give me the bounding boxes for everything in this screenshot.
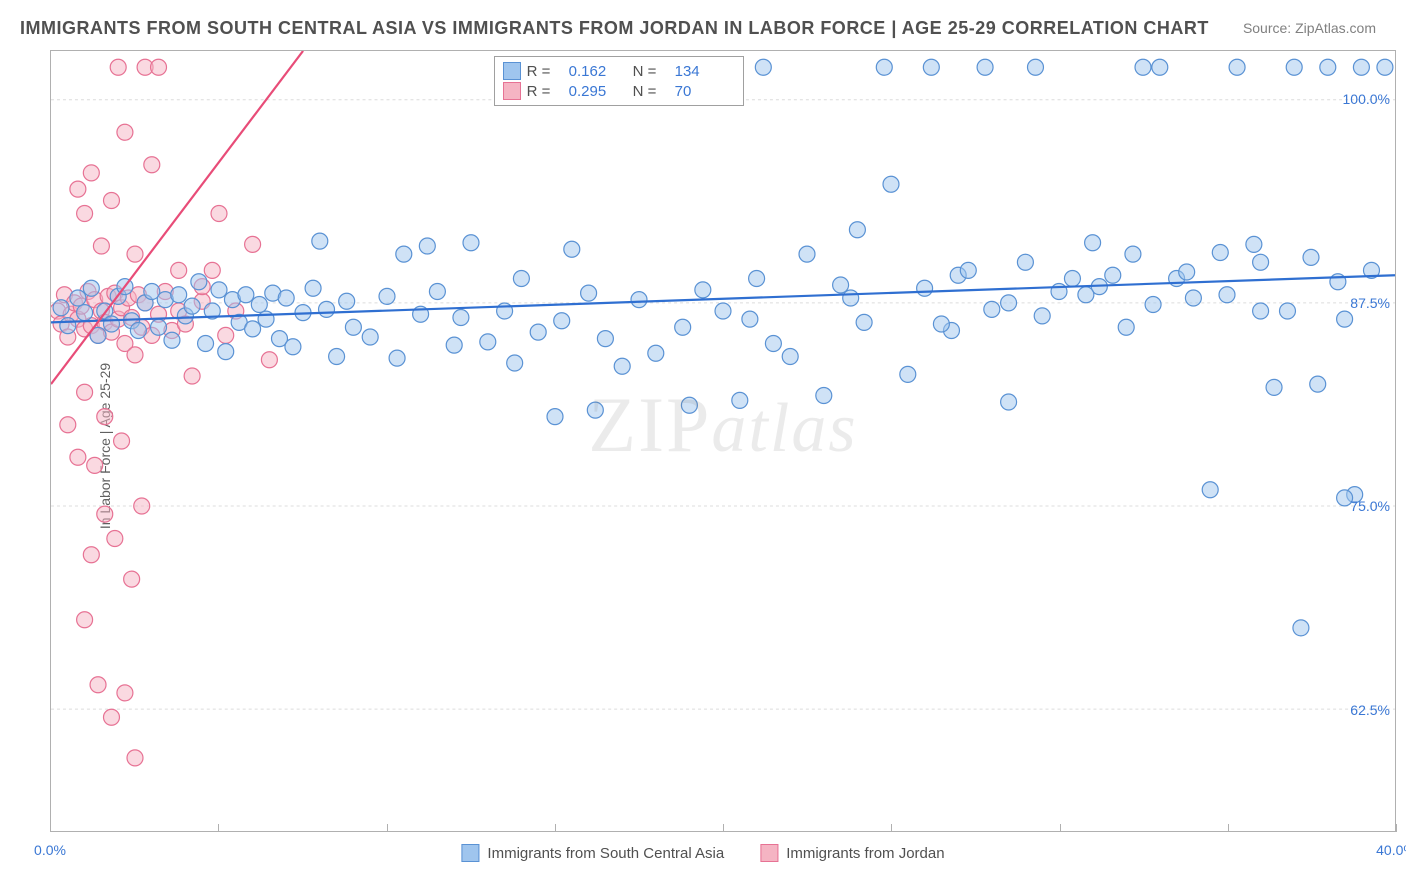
y-tick-label: 75.0% [1350,498,1390,514]
x-tick-mark [1060,824,1061,832]
x-tick-mark [218,824,219,832]
y-tick-label: 100.0% [1343,91,1390,107]
x-tick-mark [891,824,892,832]
x-tick-mark [1396,824,1397,832]
source-label: Source: [1243,20,1291,36]
n-label-1: N = [633,63,669,80]
chart-container: IMMIGRANTS FROM SOUTH CENTRAL ASIA VS IM… [0,0,1406,892]
swatch-series2-bottom [760,844,778,862]
legend-row-series1: R = 0.162 N = 134 [503,61,733,81]
x-tick-mark [1228,824,1229,832]
x-tick-mark [50,824,51,832]
n-value-2: 70 [675,83,733,100]
legend-label-series2: Immigrants from Jordan [786,845,944,862]
legend-row-series2: R = 0.295 N = 70 [503,81,733,101]
r-label-2: R = [527,83,563,100]
x-tick-label: 40.0% [1376,842,1406,858]
plot-area: ZIPatlas [50,50,1396,832]
swatch-series1 [503,62,521,80]
series-legend: Immigrants from South Central Asia Immig… [461,844,944,862]
y-tick-label: 87.5% [1350,295,1390,311]
x-tick-mark [723,824,724,832]
r-value-2: 0.295 [569,83,627,100]
x-tick-label: 0.0% [34,842,66,858]
n-value-1: 134 [675,63,733,80]
legend-item-series2: Immigrants from Jordan [760,844,944,862]
chart-title: IMMIGRANTS FROM SOUTH CENTRAL ASIA VS IM… [20,18,1209,39]
n-label-2: N = [633,83,669,100]
source-value: ZipAtlas.com [1295,20,1376,36]
x-tick-mark [555,824,556,832]
swatch-series2 [503,82,521,100]
y-tick-label: 62.5% [1350,702,1390,718]
correlation-legend: R = 0.162 N = 134 R = 0.295 N = 70 [494,56,744,106]
r-label-1: R = [527,63,563,80]
legend-label-series1: Immigrants from South Central Asia [487,845,724,862]
legend-item-series1: Immigrants from South Central Asia [461,844,724,862]
scatter-svg [51,51,1395,831]
x-tick-mark [387,824,388,832]
swatch-series1-bottom [461,844,479,862]
source-attribution: Source: ZipAtlas.com [1243,20,1376,36]
r-value-1: 0.162 [569,63,627,80]
